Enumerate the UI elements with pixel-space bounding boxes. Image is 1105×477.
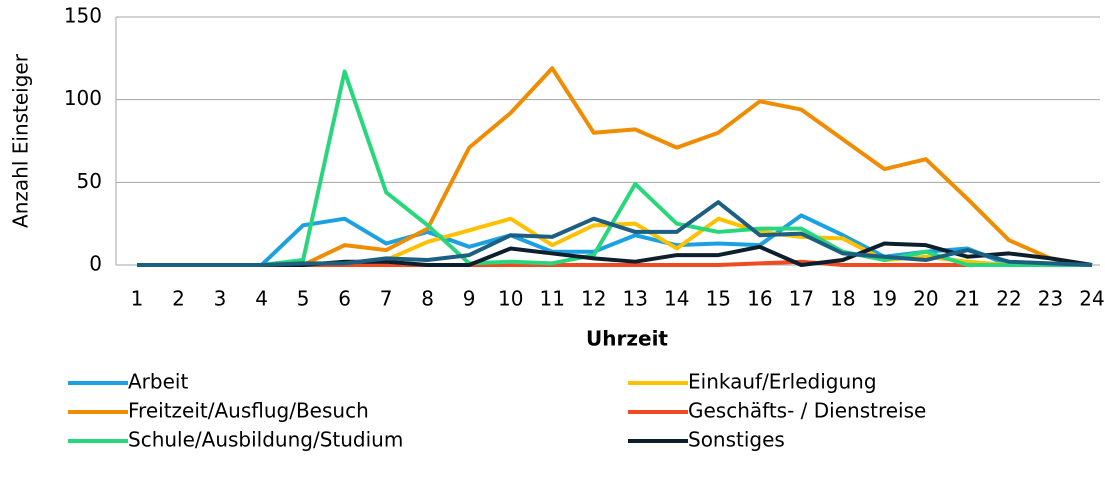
- x-tick-label: 1: [131, 287, 144, 311]
- legend-label: Einkauf/Erledigung: [688, 370, 877, 394]
- x-tick-label: 13: [623, 287, 648, 311]
- y-tick-label: 100: [64, 86, 102, 110]
- x-tick-label: 15: [706, 287, 731, 311]
- x-tick-label: 22: [996, 287, 1021, 311]
- legend-label: Freitzeit/Ausflug/Besuch: [128, 399, 369, 423]
- x-tick-label: 7: [380, 287, 393, 311]
- x-tick-label: 3: [214, 287, 227, 311]
- x-tick-label: 10: [498, 287, 523, 311]
- x-tick-label: 21: [955, 287, 980, 311]
- y-tick-label: 150: [64, 4, 102, 28]
- x-tick-label: 8: [421, 287, 434, 311]
- legend-label: Schule/Ausbildung/Studium: [128, 428, 403, 452]
- x-tick-label: 4: [255, 287, 268, 311]
- x-tick-label: 2: [172, 287, 185, 311]
- x-tick-label: 20: [913, 287, 938, 311]
- x-tick-label: 9: [463, 287, 476, 311]
- x-tick-label: 14: [664, 287, 689, 311]
- x-tick-label: 23: [1038, 287, 1063, 311]
- x-tick-label: 11: [539, 287, 564, 311]
- x-tick-label: 17: [789, 287, 814, 311]
- x-tick-label: 16: [747, 287, 772, 311]
- series-line: [137, 69, 1092, 267]
- y-axis-label: Anzahl Einsteiger: [9, 53, 33, 228]
- legend-label: Geschäfts- / Dienstreise: [688, 399, 926, 423]
- y-tick-label: 50: [77, 169, 102, 193]
- y-tick-label: 0: [89, 252, 102, 276]
- series-line: [137, 66, 1093, 267]
- x-tick-label: 18: [830, 287, 855, 311]
- x-tick-label: 24: [1079, 287, 1104, 311]
- series-line: [137, 213, 1092, 267]
- legend-label: Sonstiges: [688, 428, 785, 452]
- x-tick-label: 5: [297, 287, 310, 311]
- series-line: [137, 200, 1093, 267]
- x-tick-label: 19: [872, 287, 897, 311]
- x-axis-label: Uhrzeit: [586, 327, 668, 351]
- x-tick-label: 6: [338, 287, 351, 311]
- x-tick-label: 12: [581, 287, 606, 311]
- legend-label: Arbeit: [128, 370, 188, 394]
